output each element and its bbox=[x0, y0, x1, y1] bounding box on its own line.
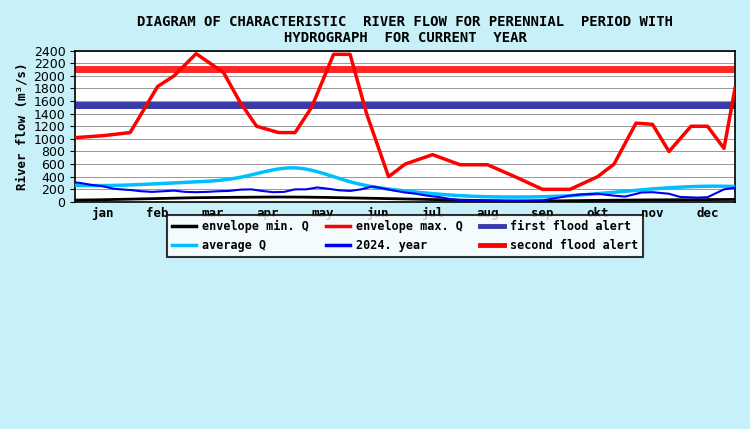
envelope min. Q bbox=[386, 196, 394, 201]
envelope max. Q bbox=[219, 70, 228, 75]
envelope max. Q bbox=[384, 174, 393, 179]
2024. year bbox=[577, 192, 586, 197]
envelope max. Q bbox=[730, 86, 740, 91]
average Q bbox=[429, 191, 438, 196]
2024. year bbox=[730, 185, 740, 190]
envelope max. Q bbox=[719, 146, 728, 151]
envelope max. Q bbox=[610, 162, 619, 167]
envelope min. Q bbox=[429, 197, 438, 202]
average Q bbox=[465, 193, 474, 199]
envelope max. Q bbox=[70, 135, 80, 140]
envelope max. Q bbox=[566, 187, 574, 192]
average Q bbox=[717, 184, 726, 189]
envelope max. Q bbox=[346, 52, 355, 57]
envelope max. Q bbox=[400, 162, 410, 167]
envelope min. Q bbox=[730, 197, 740, 202]
envelope min. Q bbox=[614, 198, 623, 203]
envelope min. Q bbox=[389, 196, 398, 201]
envelope max. Q bbox=[236, 100, 244, 105]
envelope max. Q bbox=[362, 111, 371, 116]
Line: envelope max. Q: envelope max. Q bbox=[75, 54, 735, 189]
envelope max. Q bbox=[664, 149, 674, 154]
envelope max. Q bbox=[703, 124, 712, 129]
envelope max. Q bbox=[98, 133, 107, 138]
envelope min. Q bbox=[521, 199, 530, 204]
2024. year bbox=[70, 180, 80, 185]
2024. year bbox=[400, 190, 410, 195]
envelope max. Q bbox=[511, 174, 520, 179]
average Q bbox=[730, 184, 740, 189]
envelope max. Q bbox=[274, 130, 283, 135]
envelope max. Q bbox=[538, 187, 547, 192]
2024. year bbox=[389, 188, 398, 193]
envelope max. Q bbox=[126, 130, 135, 135]
average Q bbox=[389, 187, 398, 192]
Title: DIAGRAM OF CHARACTERISTIC  RIVER FLOW FOR PERENNIAL  PERIOD WITH
HYDROGRAPH  FOR: DIAGRAM OF CHARACTERISTIC RIVER FLOW FOR… bbox=[137, 15, 673, 45]
average Q bbox=[614, 189, 623, 194]
envelope max. Q bbox=[632, 121, 640, 126]
envelope max. Q bbox=[290, 130, 299, 135]
Legend: envelope min. Q, average Q, envelope max. Q, 2024. year, first flood alert, seco: envelope min. Q, average Q, envelope max… bbox=[167, 215, 643, 257]
second flood alert bbox=[126, 67, 135, 72]
envelope min. Q bbox=[717, 197, 726, 202]
2024. year bbox=[422, 193, 431, 198]
Y-axis label: River flow (m³/s): River flow (m³/s) bbox=[15, 63, 28, 190]
average Q bbox=[386, 187, 394, 192]
2024. year bbox=[214, 189, 223, 194]
2024. year bbox=[511, 198, 520, 203]
envelope max. Q bbox=[252, 124, 261, 129]
envelope max. Q bbox=[455, 162, 464, 167]
envelope max. Q bbox=[648, 122, 657, 127]
envelope min. Q bbox=[277, 194, 286, 199]
first flood alert bbox=[126, 102, 135, 107]
average Q bbox=[287, 165, 296, 170]
envelope max. Q bbox=[170, 73, 178, 79]
Line: average Q: average Q bbox=[75, 168, 735, 197]
envelope max. Q bbox=[191, 51, 200, 56]
Line: 2024. year: 2024. year bbox=[75, 182, 735, 201]
average Q bbox=[70, 183, 80, 188]
Line: envelope min. Q: envelope min. Q bbox=[75, 197, 735, 201]
envelope min. Q bbox=[465, 198, 474, 203]
first flood alert bbox=[70, 102, 80, 107]
2024. year bbox=[664, 191, 674, 196]
envelope max. Q bbox=[329, 52, 338, 57]
envelope min. Q bbox=[70, 197, 80, 202]
envelope max. Q bbox=[686, 124, 695, 129]
envelope max. Q bbox=[153, 84, 162, 89]
envelope max. Q bbox=[483, 162, 492, 167]
second flood alert bbox=[70, 67, 80, 72]
envelope max. Q bbox=[307, 105, 316, 110]
average Q bbox=[511, 194, 520, 199]
envelope max. Q bbox=[593, 174, 602, 179]
envelope max. Q bbox=[428, 152, 437, 157]
